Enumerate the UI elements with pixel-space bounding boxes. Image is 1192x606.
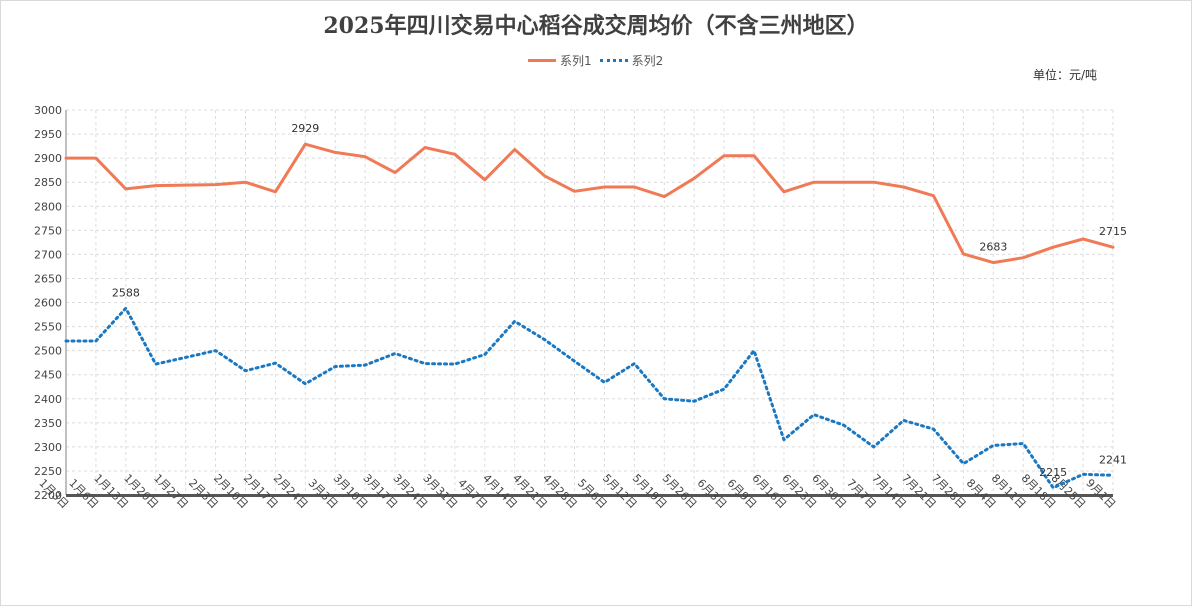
- y-tick-label: 2950: [34, 128, 62, 141]
- legend-item-series2: 系列2: [599, 52, 664, 69]
- data-label: 2588: [112, 286, 140, 299]
- data-label: 2715: [1099, 225, 1127, 238]
- y-tick-label: 2600: [34, 297, 62, 310]
- legend: 系列1 系列2: [528, 52, 671, 69]
- y-tick-label: 2550: [34, 321, 62, 334]
- y-tick-label: 2900: [34, 152, 62, 165]
- series-line-1: [64, 142, 1115, 265]
- y-tick-label: 3000: [34, 104, 62, 117]
- y-tick-label: 2250: [34, 465, 62, 478]
- legend-label-series1: 系列1: [560, 54, 592, 68]
- y-tick-label: 2500: [34, 345, 62, 358]
- legend-label-series2: 系列2: [631, 54, 664, 68]
- y-tick-label: 2200: [34, 489, 62, 502]
- y-tick-label: 2350: [34, 417, 62, 430]
- series-line-2: [64, 306, 1115, 490]
- unit-label: 单位：元/吨: [1033, 68, 1098, 82]
- legend-item-series1: 系列1: [528, 52, 592, 69]
- data-label: 2683: [979, 241, 1007, 254]
- legend-swatch-series2: [599, 59, 628, 62]
- y-tick-label: 2650: [34, 272, 62, 285]
- data-label: 2215: [1039, 466, 1067, 479]
- data-label: 2929: [291, 122, 319, 135]
- y-tick-label: 2800: [34, 200, 62, 213]
- y-tick-label: 2700: [34, 248, 62, 261]
- legend-swatch-series1: [528, 59, 556, 62]
- x-tick-label: 6月3日: [695, 476, 730, 511]
- y-tick-label: 2300: [34, 441, 62, 454]
- x-tick-label: 9月1日: [1083, 476, 1118, 511]
- y-tick-label: 2450: [34, 369, 62, 382]
- data-label: 2241: [1099, 453, 1127, 466]
- y-tick-label: 2850: [34, 176, 62, 189]
- chart-title: 2025年四川交易中心稻谷成交周均价（不含三州地区）: [323, 13, 869, 39]
- y-tick-label: 2400: [34, 393, 62, 406]
- y-tick-label: 2750: [34, 224, 62, 237]
